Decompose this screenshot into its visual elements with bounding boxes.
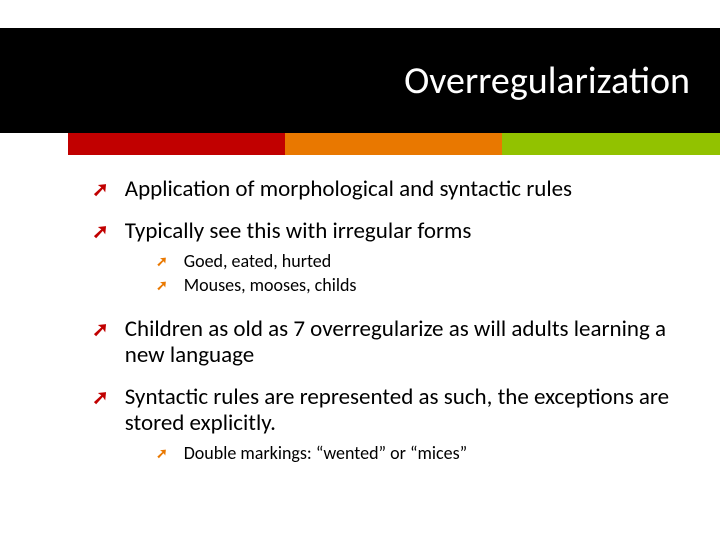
header-bar: Overregularization [0,28,720,133]
sub-bullet-text: Goed, eated, hurted [184,250,331,272]
bullet-item: ➚ Typically see this with irregular form… [92,218,690,244]
bullet-text: Application of morphological and syntact… [125,176,572,202]
sub-bullet-item: ➚ Mouses, mooses, childs [156,274,690,296]
arrow-icon: ➚ [156,275,168,297]
bullet-item: ➚ Application of morphological and synta… [92,176,690,202]
arrow-icon: ➚ [92,177,109,203]
stripe-orange [285,133,502,155]
stripe-red [68,133,285,155]
stripe-green [502,133,720,155]
sub-bullet-item: ➚ Double markings: “wented” or “mices” [156,442,690,464]
arrow-icon: ➚ [156,251,168,273]
sub-bullet-text: Double markings: “wented” or “mices” [184,442,467,464]
arrow-icon: ➚ [92,219,109,245]
bullet-item: ➚ Syntactic rules are represented as suc… [92,384,690,436]
content-area: ➚ Application of morphological and synta… [92,176,690,484]
bullet-text: Typically see this with irregular forms [125,218,472,244]
accent-stripe [68,133,720,155]
arrow-icon: ➚ [156,443,168,465]
bullet-item: ➚ Children as old as 7 overregularize as… [92,316,690,368]
slide: Overregularization ➚ Application of morp… [0,0,720,540]
bullet-text: Syntactic rules are represented as such,… [125,384,690,436]
slide-title: Overregularization [404,58,690,104]
sub-list: ➚ Double markings: “wented” or “mices” [156,442,690,464]
sub-list: ➚ Goed, eated, hurted ➚ Mouses, mooses, … [156,250,690,296]
sub-bullet-item: ➚ Goed, eated, hurted [156,250,690,272]
arrow-icon: ➚ [92,385,109,411]
bullet-text: Children as old as 7 overregularize as w… [125,316,690,368]
sub-bullet-text: Mouses, mooses, childs [184,274,357,296]
arrow-icon: ➚ [92,317,109,343]
